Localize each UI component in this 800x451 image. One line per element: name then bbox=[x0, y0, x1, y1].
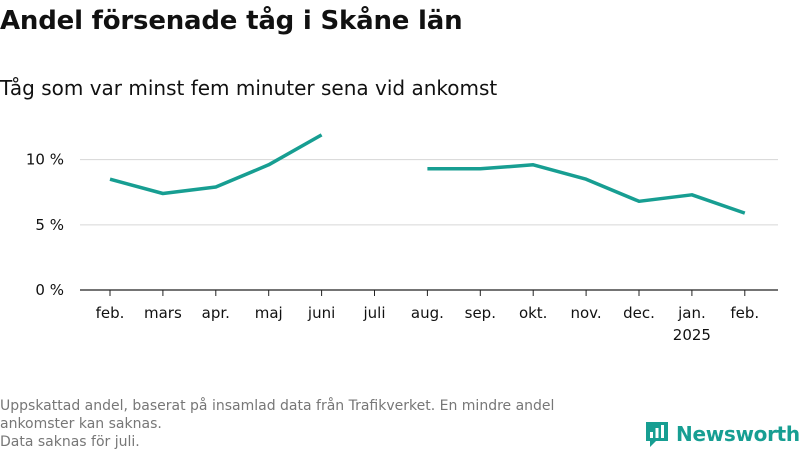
x-tick-label: juni bbox=[307, 304, 335, 322]
series-lines bbox=[109, 133, 746, 215]
x-tick-label: aug. bbox=[411, 304, 444, 322]
newsworthy-logo[interactable]: Newsworthy bbox=[644, 420, 800, 448]
y-tick-label: 5 % bbox=[35, 216, 64, 234]
series-line-segment bbox=[427, 163, 746, 215]
x-tick-label: okt. bbox=[519, 304, 548, 322]
x-tick-label: dec. bbox=[623, 304, 655, 322]
footnote-missing-data: Data saknas för juli. bbox=[0, 434, 140, 450]
footnote-source: Uppskattad andel, baserat på insamlad da… bbox=[0, 398, 555, 432]
x-tick-label: nov. bbox=[571, 304, 602, 322]
chart-subtitle: Tåg som var minst fem minuter sena vid a… bbox=[0, 76, 498, 100]
series-line-segment bbox=[109, 133, 323, 196]
footnote: Uppskattad andel, baserat på insamlad da… bbox=[0, 397, 625, 451]
x-axis-tick-labels: feb. mars apr. maj juni juli aug. sep. okt. nov. d… bbox=[96, 304, 760, 344]
grid-layer bbox=[80, 159, 778, 296]
x-tick-label: jan. bbox=[677, 304, 706, 322]
y-axis-tick-labels: 0 % 5 % 10 % bbox=[26, 151, 64, 299]
x-tick-label: sep. bbox=[465, 304, 496, 322]
newsworthy-logo-text: Newsworthy bbox=[676, 422, 800, 446]
y-tick-label: 10 % bbox=[26, 151, 64, 169]
x-tick-sublabel: 2025 bbox=[673, 326, 711, 344]
line-chart: 0 % 5 % 10 % feb. mars apr. maj juni juli aug. se… bbox=[26, 133, 778, 344]
newsworthy-logo-icon bbox=[646, 422, 668, 447]
x-tick-label: mars bbox=[144, 304, 182, 322]
x-tick-label: feb. bbox=[96, 304, 125, 322]
x-tick-label: apr. bbox=[202, 304, 230, 322]
chart-title: Andel försenade tåg i Skåne län bbox=[0, 6, 463, 36]
x-tick-label: juli bbox=[362, 304, 385, 322]
y-tick-label: 0 % bbox=[35, 281, 64, 299]
x-tick-label: maj bbox=[255, 304, 283, 322]
x-tick-label: feb. bbox=[730, 304, 759, 322]
